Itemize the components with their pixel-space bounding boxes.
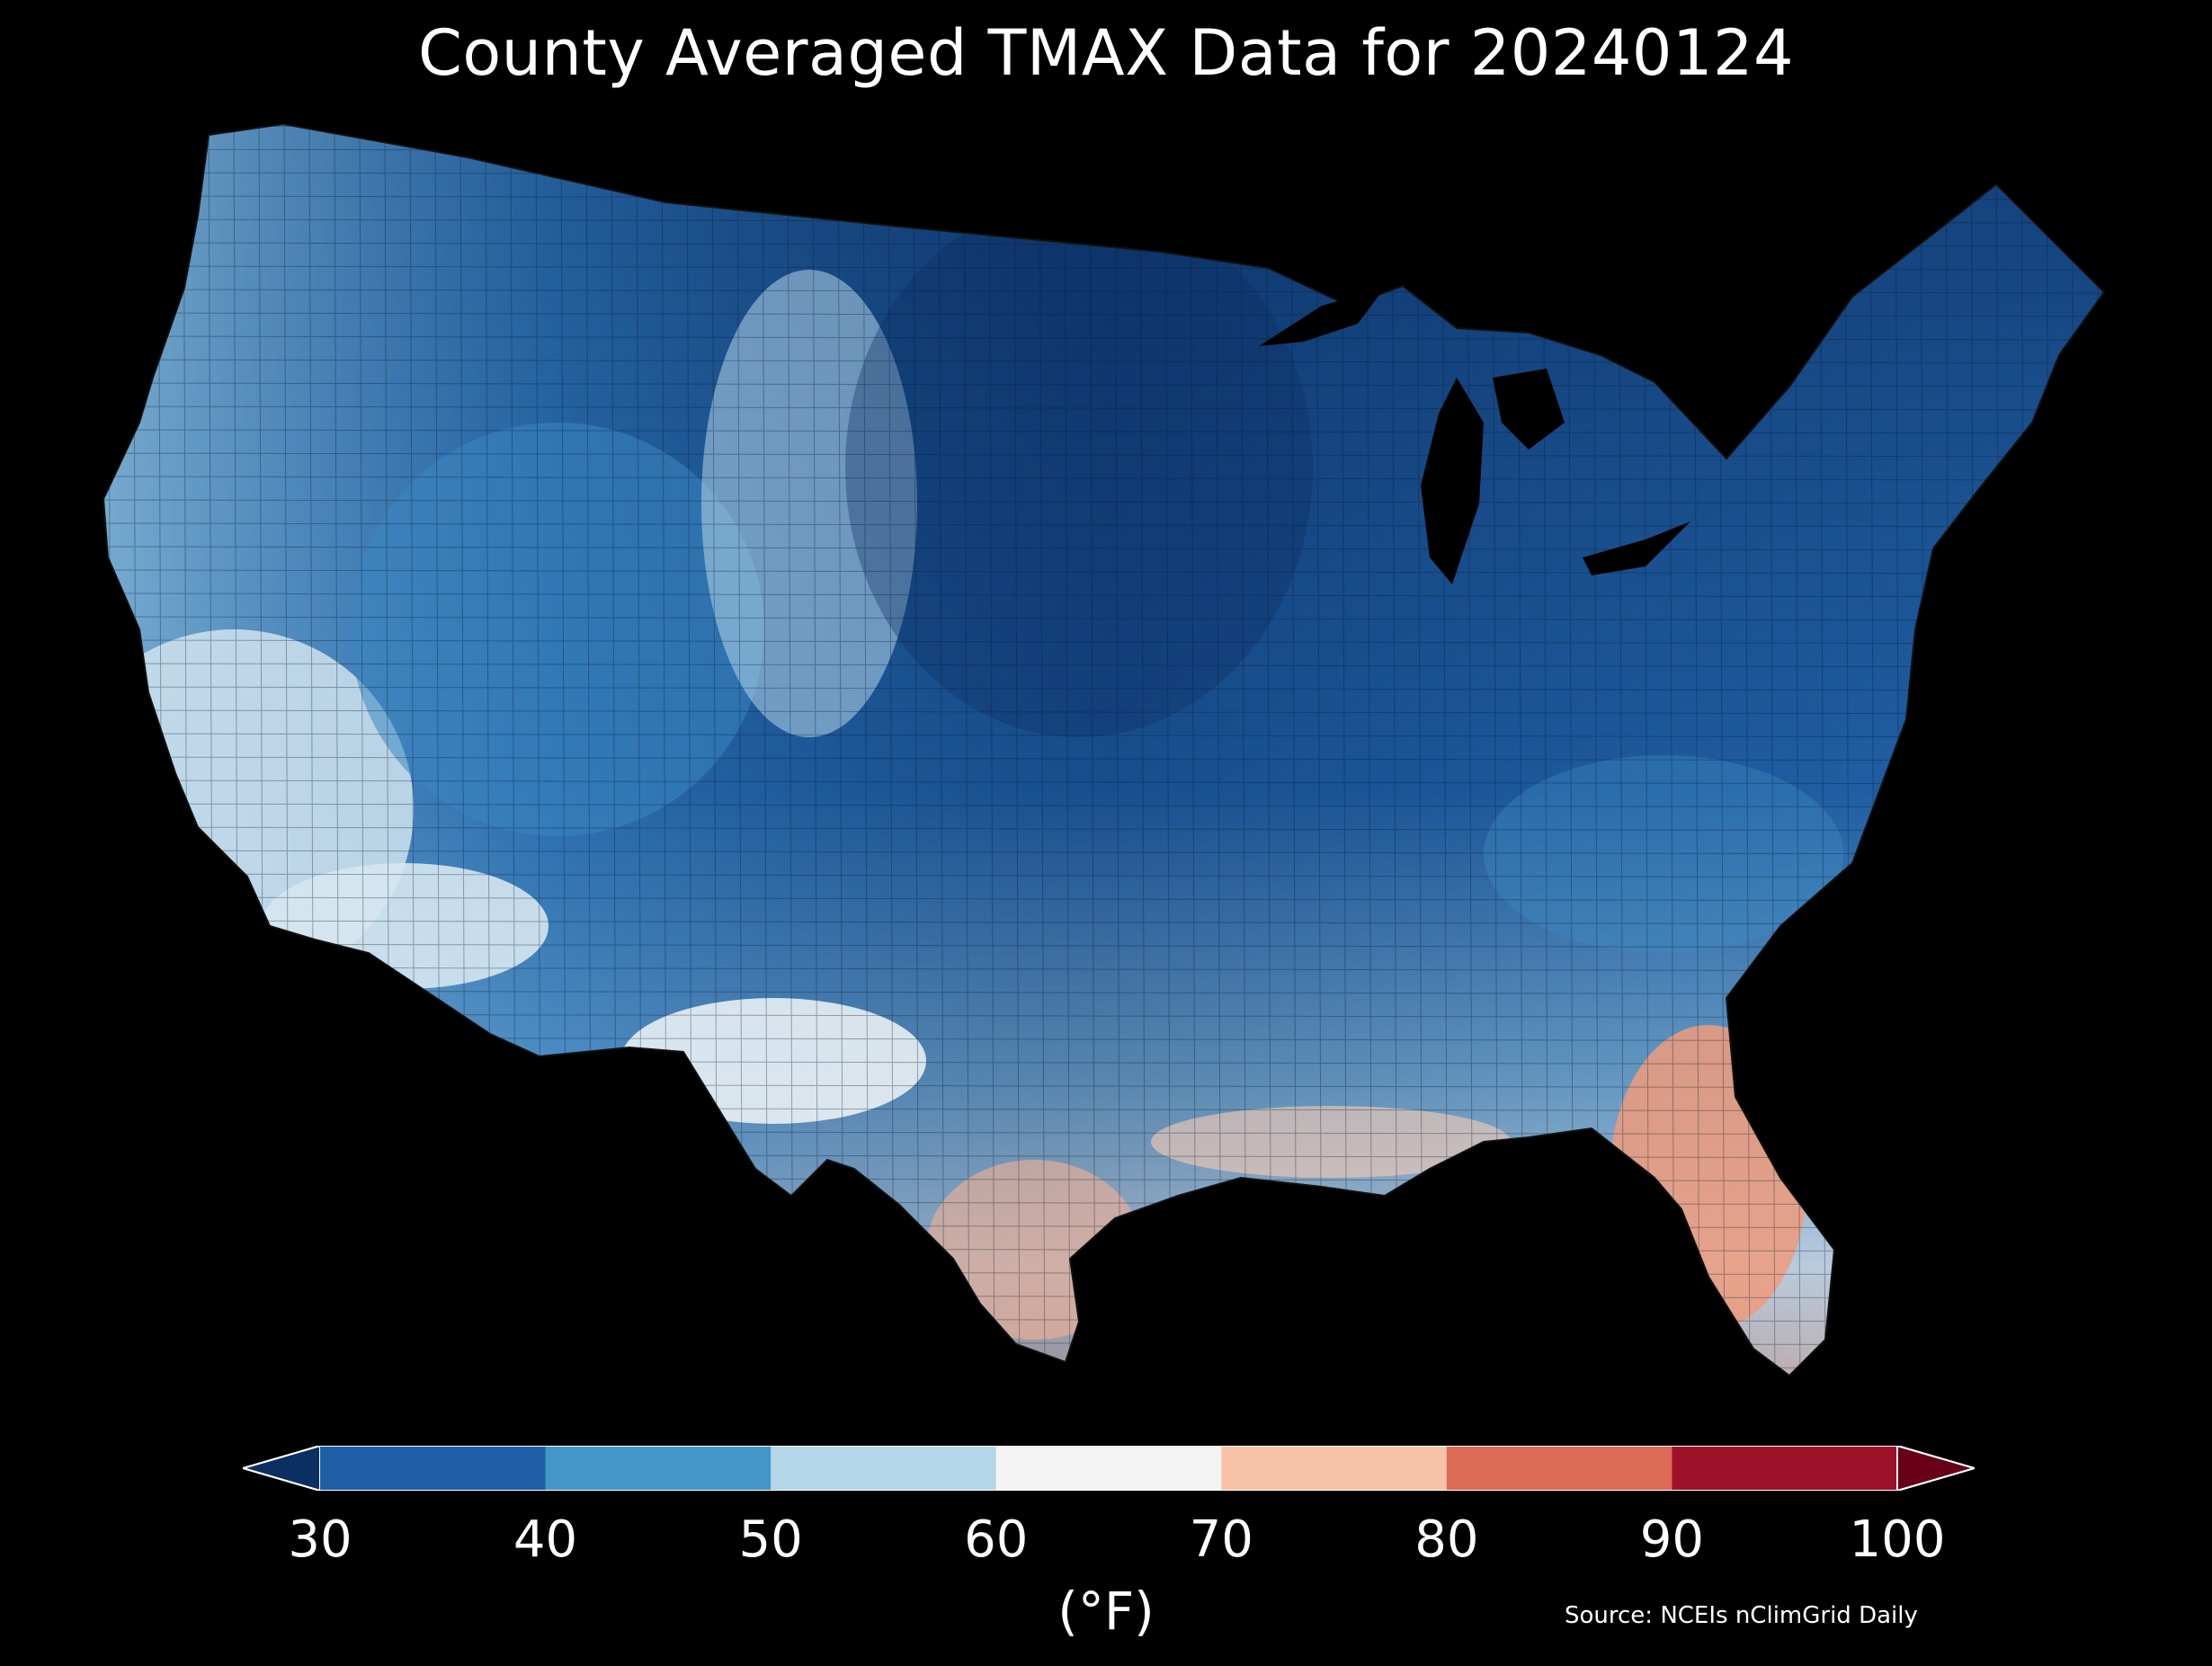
colorbar-bin — [545, 1446, 772, 1491]
colorbar-tick-label: 70 — [1189, 1510, 1253, 1569]
us-map-svg — [103, 123, 2105, 1376]
colorbar-extend-low — [243, 1446, 321, 1491]
colorbar-bin — [1221, 1446, 1448, 1491]
choropleth-map — [103, 123, 2105, 1376]
colorbar-bin — [1672, 1446, 1898, 1491]
colorbar-bin — [1446, 1446, 1672, 1491]
great-lakes — [1259, 288, 1690, 584]
colorbar-tick-label: 80 — [1414, 1510, 1479, 1569]
colorbar-tick-label: 60 — [964, 1510, 1029, 1569]
colorbar-bin — [995, 1446, 1222, 1491]
colorbar-bin — [320, 1446, 547, 1491]
colorbar-tick-label: 90 — [1639, 1510, 1705, 1569]
colorbar-tick-label: 40 — [513, 1510, 578, 1569]
map-fill-group — [103, 124, 2104, 1376]
chart-title: County Averaged TMAX Data for 20240124 — [417, 16, 1795, 90]
colorbar-tick-label: 100 — [1849, 1510, 1946, 1569]
colorbar-tick-label: 50 — [738, 1510, 803, 1569]
colorbar-unit-label: (°F) — [1057, 1581, 1155, 1642]
colorbar-bin — [771, 1446, 997, 1491]
colorbar-extend-high — [1896, 1446, 1975, 1491]
source-note: Source: NCEIs nClimGrid Daily — [1565, 1602, 1918, 1629]
colorbar — [243, 1446, 1975, 1491]
colorbar-tick-label: 30 — [288, 1510, 352, 1569]
